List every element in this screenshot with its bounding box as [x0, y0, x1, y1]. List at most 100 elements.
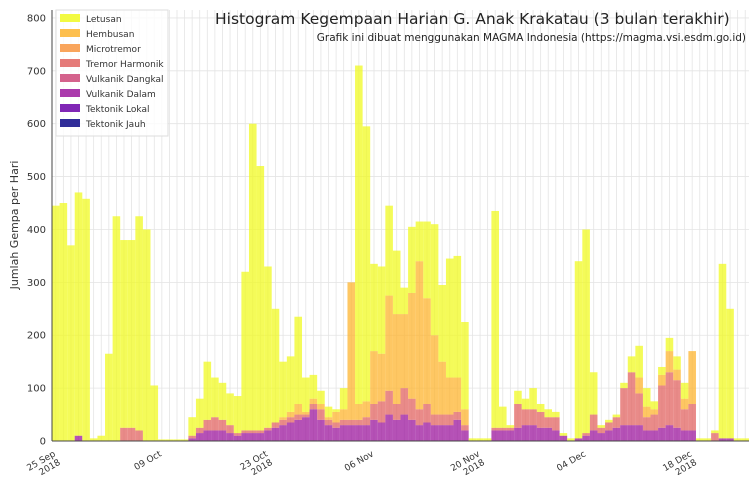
bar-segment [302, 411, 310, 415]
bar-segment [218, 430, 227, 441]
bar-segment [211, 430, 219, 441]
bar-segment [650, 409, 659, 415]
bar-segment [241, 271, 249, 431]
bar-segment [211, 377, 219, 418]
legend-label: Vulkanik Dangkal [86, 75, 164, 85]
bar-segment [642, 388, 651, 407]
bar-segment [430, 425, 439, 441]
legend-label: Microtremor [86, 45, 141, 55]
bar-segment [438, 425, 446, 441]
bar-segment [635, 377, 643, 394]
bar-segment [415, 425, 424, 441]
legend-label: Letusan [86, 15, 122, 25]
bar-segment [491, 430, 499, 441]
bar-segment [658, 374, 666, 386]
bar-segment [574, 261, 583, 439]
bar-segment [339, 388, 348, 410]
bar-segment [150, 385, 159, 441]
bar-segment [302, 377, 310, 412]
bar-segment [271, 427, 280, 441]
bar-segment [438, 414, 446, 426]
bar-segment [339, 409, 348, 420]
bar-segment [362, 417, 371, 426]
bar-segment [688, 403, 696, 431]
bar-segment [294, 403, 303, 415]
bar-segment [135, 216, 143, 431]
bar-segment [347, 282, 356, 420]
bar-segment [559, 433, 568, 436]
bar-segment [173, 439, 181, 441]
bar-segment [612, 427, 621, 441]
bar-segment [597, 425, 606, 428]
bar-segment [461, 322, 469, 410]
bar-segment [620, 382, 628, 389]
bar-segment [408, 226, 416, 293]
bar-segment [59, 203, 68, 441]
bar-segment [635, 345, 643, 378]
bar-segment [680, 382, 689, 399]
x-tick-label: 06 Nov [343, 449, 376, 474]
bar-segment [347, 419, 356, 426]
bar-segment [294, 316, 303, 404]
bar-segment [324, 425, 333, 441]
bar-segment [188, 435, 196, 439]
bar-segment [438, 361, 446, 415]
bar-segment [483, 438, 492, 441]
y-tick-label: 0 [40, 437, 46, 448]
bar-segment [392, 403, 401, 420]
bar-segment [127, 427, 136, 441]
bar-segment [256, 166, 265, 431]
bar-segment [355, 65, 363, 404]
bar-segment [597, 427, 606, 434]
bar-segment [74, 192, 83, 436]
bar-segment [286, 417, 295, 423]
bar-segment [241, 430, 249, 434]
bar-segment [256, 430, 265, 434]
bar-segment [233, 396, 242, 434]
bar-segment [400, 388, 409, 415]
bar-segment [438, 284, 446, 362]
bar-segment [468, 438, 477, 441]
bar-segment [665, 372, 674, 426]
x-tick-label: 25 Sep2018 [25, 449, 62, 477]
bar-segment [559, 435, 568, 441]
x-tick-label: 09 Oct [133, 449, 164, 473]
bar-segment [355, 425, 363, 441]
bar-segment [718, 263, 727, 439]
bar-segment [355, 403, 363, 420]
bar-segment [665, 351, 674, 373]
bar-segment [286, 411, 295, 418]
bar-segment [408, 398, 416, 420]
legend-swatch [60, 119, 80, 127]
bar-segment [514, 427, 522, 441]
bar-segment [392, 314, 401, 404]
bar-segment [650, 414, 659, 431]
bar-segment [241, 433, 249, 441]
bar-segment [97, 435, 106, 441]
bar-segment [370, 403, 378, 420]
y-tick-label: 500 [27, 172, 46, 183]
bar-segment [627, 356, 636, 373]
bar-segment [370, 351, 378, 404]
y-tick-label: 800 [27, 13, 46, 24]
bar-segment [415, 409, 424, 426]
bar-segment [423, 403, 431, 423]
bar-segment [627, 425, 636, 441]
bar-segment [589, 414, 598, 431]
bar-segment [544, 427, 553, 441]
bar-segment [688, 351, 696, 404]
bar-segment [165, 439, 174, 441]
bar-segment [294, 414, 303, 420]
bar-segment [385, 295, 393, 391]
bar-segment [233, 435, 242, 441]
bar-segment [498, 430, 507, 441]
bar-segment [332, 409, 340, 412]
bar-segment [544, 409, 553, 418]
bar-segment [650, 401, 659, 410]
bar-segment [279, 361, 287, 418]
bar-segment [680, 430, 689, 441]
bar-segment [233, 433, 242, 436]
bar-segment [385, 205, 393, 296]
bar-segment [112, 216, 121, 441]
